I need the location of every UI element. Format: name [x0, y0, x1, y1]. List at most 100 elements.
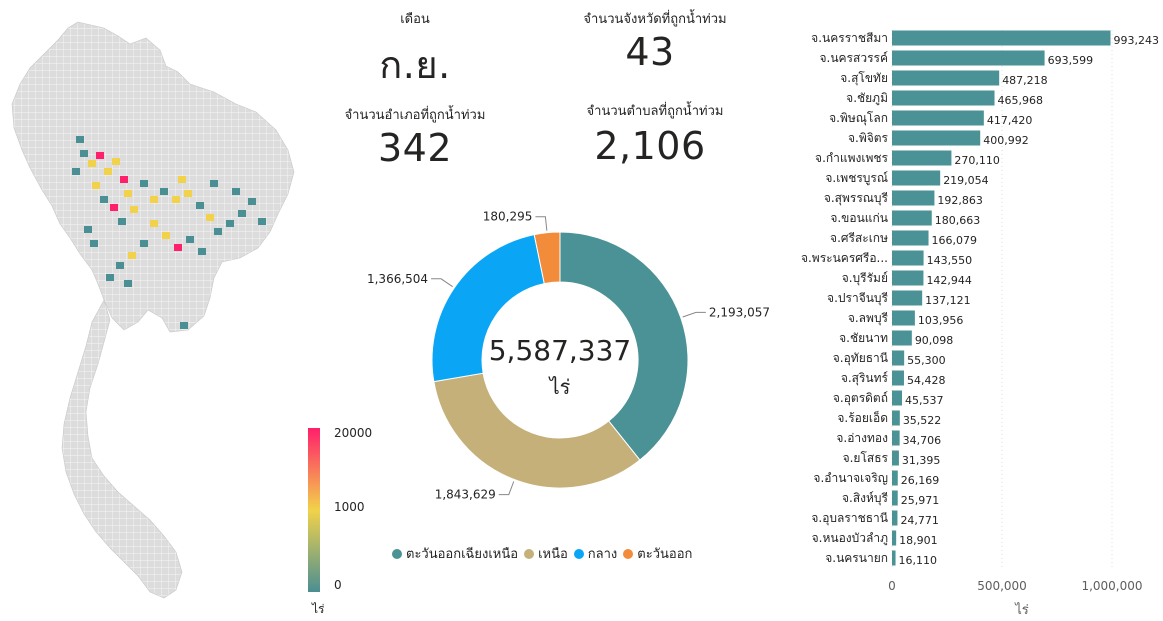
donut-slice[interactable] [533, 231, 561, 285]
province-bar[interactable] [892, 70, 1000, 86]
flood-area-cell [150, 196, 158, 203]
bar-category-label: จ.ศรีสะเกษ [830, 231, 888, 245]
donut-slice[interactable] [433, 372, 641, 489]
bar-value-label: 137,121 [925, 294, 971, 307]
province-bar[interactable] [892, 130, 981, 146]
flood-area-cell [160, 188, 168, 195]
donut-data-label: 180,295 [483, 210, 533, 224]
province-bar[interactable] [892, 510, 898, 526]
province-bar[interactable] [892, 110, 984, 126]
bar-value-label: 35,522 [903, 414, 942, 427]
scale-min-label: 0 [334, 578, 342, 592]
flood-area-cell [128, 252, 136, 259]
province-bar[interactable] [892, 150, 952, 166]
southern-peninsula-outline [61, 299, 183, 599]
bar-category-label: จ.ลพบุรี [848, 311, 889, 326]
legend-item[interactable]: ตะวันออก [623, 543, 692, 564]
province-bar[interactable] [892, 290, 923, 306]
flood-area-cell [72, 168, 80, 175]
bar-value-label: 90,098 [915, 334, 954, 347]
province-bar[interactable] [892, 490, 898, 506]
kpi-provinces-label: จำนวนจังหวัดที่ถูกน้ำท่วม [583, 12, 727, 27]
bar-value-label: 192,863 [937, 194, 983, 207]
donut-leader-line [682, 311, 706, 318]
legend-item[interactable]: กลาง [573, 543, 618, 564]
flood-area-cell [80, 150, 88, 157]
bar-value-label: 54,428 [907, 374, 945, 387]
bar-value-label: 400,992 [983, 134, 1029, 147]
province-bar[interactable] [892, 30, 1111, 46]
legend-label: กลาง [587, 547, 618, 562]
bar-value-label: 693,599 [1048, 54, 1094, 67]
legend-swatch [623, 548, 634, 559]
legend-swatch [524, 548, 535, 559]
province-bar[interactable] [892, 450, 899, 466]
flood-area-cell [130, 206, 138, 213]
bar-category-label: จ.สุรินทร์ [841, 371, 889, 386]
province-bar[interactable] [892, 210, 932, 226]
bar-value-label: 143,550 [927, 254, 973, 267]
province-bar-chart[interactable]: จ.นครราชสีมา 993,243 จ.นครสวรรค์ 693,599 จ.ส… [780, 18, 1160, 618]
color-scale-bar [308, 428, 320, 592]
province-bar[interactable] [892, 550, 896, 566]
province-bar[interactable] [892, 250, 924, 266]
flood-area-cell [140, 240, 148, 247]
province-bar[interactable] [892, 310, 915, 326]
bar-category-label: จ.ยโสธร [843, 451, 889, 465]
bar-value-label: 487,218 [1002, 74, 1048, 87]
bar-value-label: 16,110 [899, 554, 938, 567]
province-bar[interactable] [892, 530, 897, 546]
legend-item[interactable]: ตะวันออกเฉียงเหนือ [392, 543, 518, 564]
province-bar[interactable] [892, 470, 898, 486]
province-bar[interactable] [892, 350, 905, 366]
donut-slice[interactable] [559, 231, 689, 461]
province-bar[interactable] [892, 170, 941, 186]
flood-area-cell [174, 244, 182, 251]
scale-mid-label: 1000 [334, 500, 365, 514]
flood-area-cell [162, 232, 170, 239]
legend-item[interactable]: เหนือ [524, 543, 568, 564]
province-bar[interactable] [892, 230, 929, 246]
province-bar[interactable] [892, 410, 900, 426]
bar-x-tick-label: 500,000 [977, 579, 1027, 593]
scale-unit-label: ไร่ [312, 602, 325, 616]
province-bar[interactable] [892, 190, 935, 206]
bar-value-label: 166,079 [932, 234, 978, 247]
province-bar[interactable] [892, 430, 900, 446]
province-bar[interactable] [892, 370, 904, 386]
bar-category-label: จ.ปราจีนบุรี [827, 291, 888, 306]
province-bar[interactable] [892, 270, 924, 286]
legend-label: ตะวันออก [637, 547, 693, 562]
bar-value-label: 18,901 [899, 534, 938, 547]
flood-area-cell [90, 240, 98, 247]
flood-area-cell [100, 196, 108, 203]
province-bar[interactable] [892, 390, 903, 406]
donut-center-value: 5,587,337 [489, 334, 632, 367]
bar-value-label: 219,054 [943, 174, 989, 187]
province-bar[interactable] [892, 330, 912, 346]
bar-category-label: จ.สิงห์บุรี [842, 491, 889, 506]
bar-x-axis-title: ไร่ [1014, 602, 1029, 618]
legend-swatch [573, 548, 584, 559]
bar-value-label: 24,771 [900, 514, 938, 527]
province-bar[interactable] [892, 90, 995, 106]
bar-category-label: จ.อุบลราชธานี [811, 511, 888, 526]
bar-category-label: จ.นครราชสีมา [811, 31, 888, 45]
legend-label: ตะวันออกเฉียงเหนือ [406, 547, 519, 562]
flood-area-cell [186, 236, 194, 243]
legend-label: เหนือ [538, 547, 568, 562]
province-bar[interactable] [892, 50, 1045, 66]
flood-area-cell [178, 176, 186, 183]
bar-x-tick-label: 1,000,000 [1081, 579, 1142, 593]
kpi-month-label: เดือน [400, 12, 430, 27]
bar-category-label: จ.อุตรดิตถ์ [833, 391, 888, 406]
flood-area-cell [258, 218, 266, 225]
bar-category-label: จ.ชัยนาท [839, 331, 888, 345]
bar-category-label: จ.อุทัยธานี [833, 351, 888, 366]
thailand-outline [11, 21, 295, 333]
flood-area-cell [214, 228, 222, 235]
flood-choropleth-map[interactable] [0, 0, 320, 621]
bar-value-label: 31,395 [902, 454, 940, 467]
region-donut-chart[interactable]: 2,193,057 1,843,629 1,366,504 180,295 5,587… [330, 190, 780, 530]
flood-area-cell [124, 280, 132, 287]
